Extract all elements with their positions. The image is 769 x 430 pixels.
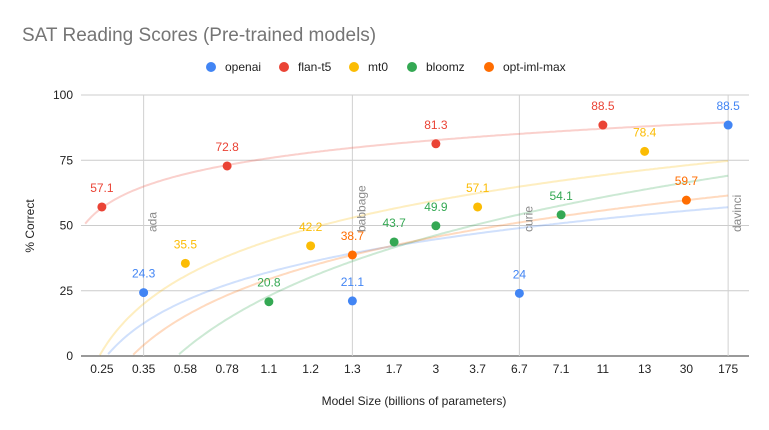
annotation-babbage: babbage	[354, 185, 368, 232]
point-mt0-1-2	[306, 241, 316, 251]
legend-label-mt0: mt0	[368, 60, 388, 74]
y-axis-ticks: 0 25 50 75 100	[53, 88, 73, 363]
data-label-bloomz-1-1: 20.8	[257, 276, 281, 290]
point-bloomz-1-7	[389, 237, 399, 247]
legend-swatch-opt-iml-max	[484, 62, 494, 72]
point-flan-t5-11	[598, 120, 608, 130]
x-tick-6-7: 6.7	[511, 362, 528, 376]
x-tick-175: 175	[718, 362, 738, 376]
point-mt0-13	[640, 146, 650, 156]
annotation-curie: curie	[521, 206, 535, 232]
point-mt0-0-58	[180, 258, 190, 268]
x-tick-0-35: 0.35	[132, 362, 156, 376]
legend-label-flan-t5: flan-t5	[298, 60, 332, 74]
x-tick-1-7: 1.7	[386, 362, 403, 376]
legend-label-openai: openai	[225, 60, 261, 74]
legend-label-opt-iml-max: opt-iml-max	[503, 60, 566, 74]
x-tick-1-1: 1.1	[261, 362, 278, 376]
data-label-bloomz-1-7: 43.7	[382, 216, 406, 230]
point-bloomz-1-1	[264, 297, 274, 307]
legend-swatch-flan-t5	[279, 62, 289, 72]
legend-swatch-openai	[206, 62, 216, 72]
legend-label-bloomz: bloomz	[426, 60, 465, 74]
data-label-flan-t5-0-25: 57.1	[90, 181, 114, 195]
data-label-mt0-13: 78.4	[633, 125, 657, 139]
x-tick-0-58: 0.58	[174, 362, 198, 376]
data-label-mt0-0-58: 35.5	[174, 237, 198, 251]
annotation-davinci: davinci	[730, 195, 744, 232]
point-opt-iml-max-30	[681, 195, 691, 205]
point-openai-0-35	[139, 288, 149, 298]
x-axis-ticks: 0.25 0.35 0.58 0.78 1.1 1.2 1.3 1.7 3 3.7 6.7 7.1 11…	[90, 362, 738, 376]
data-label-openai-1-3: 21.1	[341, 275, 365, 289]
x-tick-1-3: 1.3	[344, 362, 361, 376]
trendline-flan-t5	[84, 121, 729, 225]
data-label-flan-t5-11: 88.5	[591, 99, 615, 113]
x-tick-13: 13	[638, 362, 652, 376]
data-labels: 24.3 21.1 24 88.5 57.1 72.8 81.3 88.5 35.5 42.2 57…	[90, 99, 740, 290]
point-bloomz-7-1	[556, 210, 566, 220]
point-openai-6-7	[514, 288, 524, 298]
point-openai-1-3	[347, 296, 357, 306]
data-label-opt-iml-max-30: 59.7	[675, 174, 699, 188]
x-tick-0-25: 0.25	[90, 362, 114, 376]
data-points	[97, 120, 733, 307]
gridlines	[81, 94, 749, 357]
trendlines	[84, 121, 729, 356]
y-tick-25: 25	[60, 284, 74, 298]
data-label-openai-0-35: 24.3	[132, 267, 156, 281]
y-tick-50: 50	[60, 219, 74, 233]
data-label-bloomz-7-1: 54.1	[549, 189, 573, 203]
data-label-bloomz-3: 49.9	[424, 200, 448, 214]
data-label-mt0-1-2: 42.2	[299, 220, 323, 234]
trendline-opt-iml-max	[132, 194, 729, 356]
data-label-flan-t5-3: 81.3	[424, 118, 448, 132]
point-mt0-3-7	[473, 202, 483, 212]
x-tick-3: 3	[433, 362, 440, 376]
chart-title: SAT Reading Scores (Pre-trained models)	[22, 25, 376, 46]
data-label-openai-175: 88.5	[716, 99, 740, 113]
data-label-opt-iml-max-1-3: 38.7	[341, 229, 365, 243]
data-label-openai-6-7: 24	[513, 267, 527, 281]
x-axis-title: Model Size (billions of parameters)	[322, 394, 507, 408]
legend-swatch-mt0	[349, 62, 359, 72]
y-tick-0: 0	[66, 349, 73, 363]
annotation-ada: ada	[146, 212, 160, 232]
annotations: ada babbage curie davinci	[146, 185, 745, 232]
point-flan-t5-0-78	[222, 161, 232, 171]
reference-lines	[143, 95, 729, 356]
point-opt-iml-max-1-3	[347, 250, 357, 260]
x-tick-0-78: 0.78	[215, 362, 239, 376]
point-openai-175	[723, 120, 733, 130]
x-tick-7-1: 7.1	[553, 362, 570, 376]
point-flan-t5-3	[431, 139, 441, 149]
trendline-openai	[107, 206, 729, 355]
point-flan-t5-0-25	[97, 202, 107, 212]
trendline-mt0	[98, 159, 729, 356]
trendline-bloomz	[178, 174, 729, 355]
y-axis-title: % Correct	[23, 199, 37, 253]
y-tick-75: 75	[60, 153, 74, 167]
x-tick-3-7: 3.7	[469, 362, 486, 376]
x-tick-30: 30	[680, 362, 694, 376]
legend: openai flan-t5 mt0 bloomz opt-iml-max	[206, 60, 566, 74]
x-tick-11: 11	[597, 362, 610, 376]
y-tick-100: 100	[53, 88, 73, 102]
data-label-mt0-3-7: 57.1	[466, 181, 490, 195]
x-tick-1-2: 1.2	[302, 362, 319, 376]
data-label-flan-t5-0-78: 72.8	[215, 140, 239, 154]
legend-swatch-bloomz	[407, 62, 417, 72]
point-bloomz-3	[431, 221, 441, 231]
